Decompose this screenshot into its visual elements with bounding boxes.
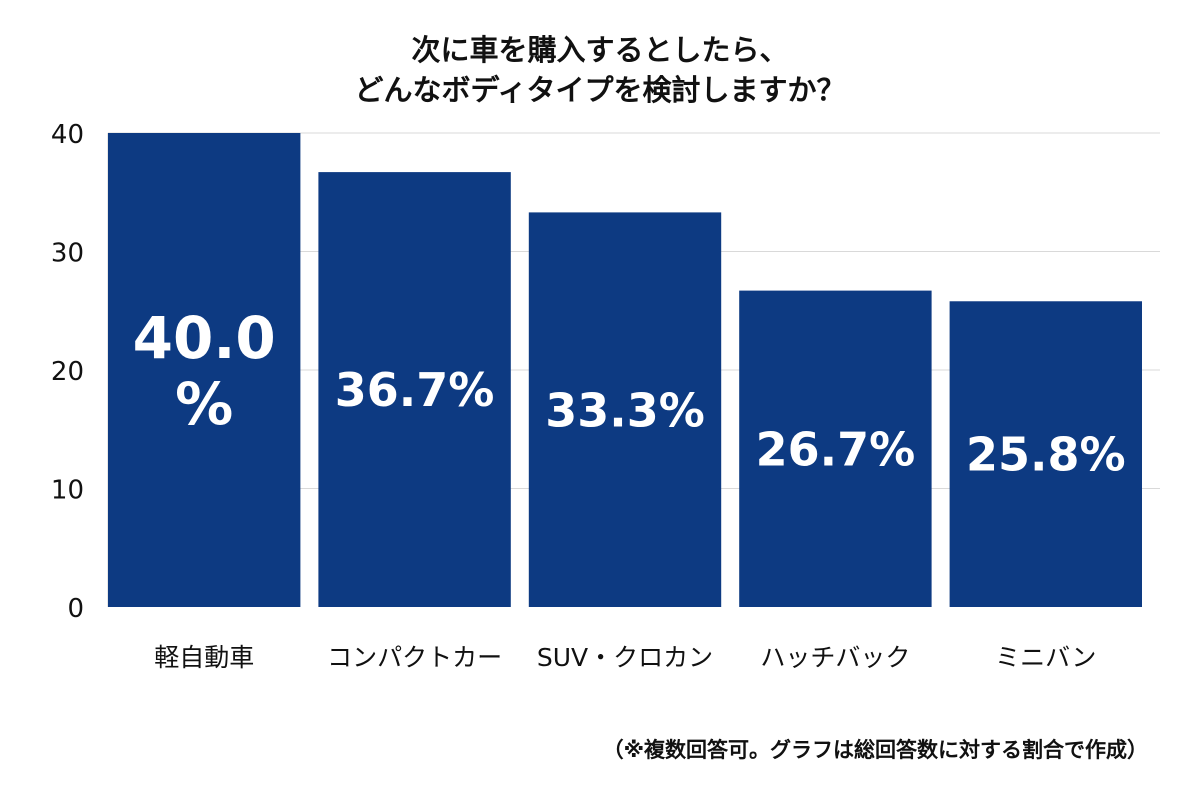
data-label: 40.0: [133, 304, 276, 372]
footnote: （※複数回答可。グラフは総回答数に対する割合で作成）: [602, 738, 1148, 762]
x-tick-label: ハッチバック: [760, 643, 910, 672]
y-tick-label: 0: [67, 594, 84, 624]
data-label: 36.7%: [335, 363, 495, 417]
data-label: 33.3%: [545, 383, 705, 437]
data-label: 25.8%: [966, 428, 1126, 482]
x-tick-label: SUV・クロカン: [537, 643, 713, 672]
bar: [739, 290, 932, 607]
x-tick-label: 軽自動車: [154, 643, 254, 672]
chart-title-line-1: 次に車を購入するとしたら、: [411, 33, 789, 67]
x-tick-label: コンパクトカー: [327, 643, 502, 672]
data-label: %: [175, 370, 233, 438]
y-tick-label: 10: [51, 476, 84, 506]
data-label: 26.7%: [756, 422, 916, 476]
x-tick-label: ミニバン: [995, 643, 1096, 672]
chart-title-line-2: どんなボディタイプを検討しますか？: [354, 73, 846, 107]
y-tick-label: 40: [51, 120, 84, 150]
y-tick-label: 30: [51, 239, 84, 269]
y-tick-label: 20: [51, 357, 84, 387]
bar: [949, 301, 1142, 607]
bar: [108, 133, 301, 607]
bar: [318, 172, 511, 608]
chart-title: 次に車を購入するとしたら、 どんなボディタイプを検討しますか？: [0, 30, 1200, 110]
bar: [528, 212, 722, 607]
